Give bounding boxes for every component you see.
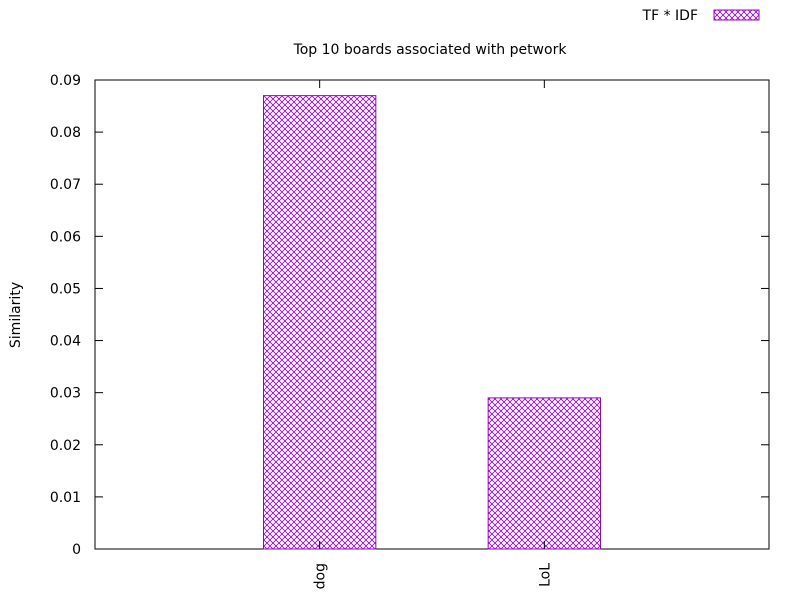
legend: TF * IDF [642, 8, 760, 24]
plot-frame [94, 79, 770, 550]
legend-label: TF * IDF [642, 8, 698, 24]
y-tick-label: 0.04 [50, 334, 81, 350]
chart-title: Top 10 boards associated with petwork [293, 42, 568, 58]
y-tick-label: 0.06 [50, 229, 81, 245]
bar-lol [487, 397, 601, 550]
y-tick-label: 0.05 [50, 281, 81, 297]
y-tick-label: 0.03 [50, 386, 81, 402]
y-tick-label: 0.02 [50, 438, 81, 454]
y-axis-label: Similarity [8, 282, 24, 348]
x-tick-label: dog [313, 563, 329, 589]
x-tick-label: LoL [537, 563, 553, 587]
y-tick-label: 0.01 [50, 490, 81, 506]
y-axis-ticks: 0 0.01 0.02 0.03 0.04 0.05 0.06 0.07 0.08 0.09 [50, 73, 769, 558]
y-tick-label: 0.07 [50, 177, 81, 193]
bars [263, 95, 601, 550]
y-tick-label: 0 [72, 542, 81, 558]
y-tick-label: 0.08 [50, 125, 81, 141]
bar-dog [263, 95, 377, 550]
legend-swatch [713, 9, 760, 21]
y-tick-label: 0.09 [50, 73, 81, 89]
x-axis-tick-labels: dog LoL [313, 80, 553, 589]
